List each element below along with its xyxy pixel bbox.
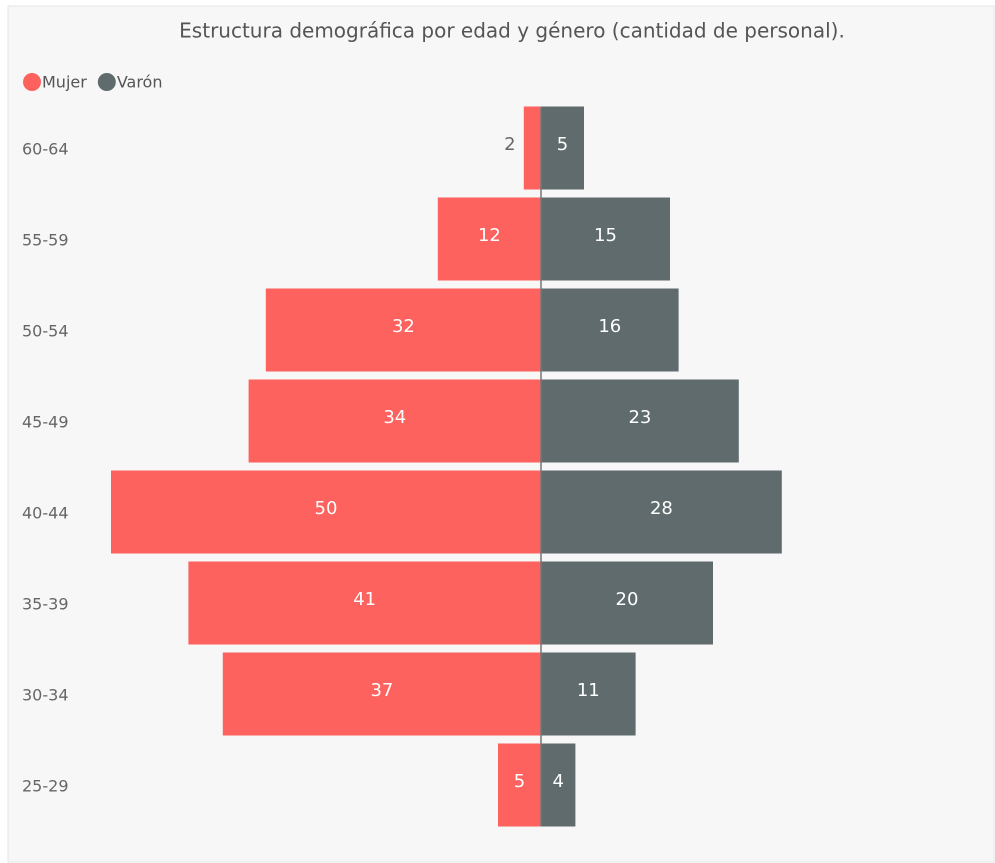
bar xyxy=(541,197,670,281)
data-label: 37 xyxy=(370,680,393,701)
bar xyxy=(222,652,542,736)
data-label: 4 xyxy=(552,771,563,792)
y-tick-label: 45-49 xyxy=(22,413,69,432)
data-label: 20 xyxy=(616,589,639,610)
data-label: 32 xyxy=(392,316,415,337)
legend-marker xyxy=(23,73,41,91)
data-label: 16 xyxy=(598,316,621,337)
bar xyxy=(541,470,782,554)
bar xyxy=(541,379,739,463)
bar xyxy=(111,470,541,554)
data-label: 11 xyxy=(577,680,600,701)
legend-marker xyxy=(97,73,116,91)
chart-title: Estructura demográfica por edad y género… xyxy=(179,19,845,43)
data-label: 28 xyxy=(650,498,673,519)
bar xyxy=(188,561,541,645)
bar xyxy=(248,379,541,463)
y-tick-label: 55-59 xyxy=(22,231,69,250)
y-tick-label: 40-44 xyxy=(22,504,69,523)
y-tick-label: 60-64 xyxy=(22,140,69,159)
data-label: 2 xyxy=(504,134,515,155)
bar xyxy=(541,288,679,372)
bar xyxy=(498,743,541,827)
bar xyxy=(541,106,584,190)
y-tick-label: 25-29 xyxy=(22,777,69,796)
data-label: 5 xyxy=(514,771,525,792)
data-label: 12 xyxy=(478,225,501,246)
bar xyxy=(523,106,541,190)
data-label: 5 xyxy=(557,134,568,155)
bar xyxy=(541,743,576,827)
data-label: 15 xyxy=(594,225,617,246)
y-tick-label: 35-39 xyxy=(22,595,69,614)
legend-label: Varón xyxy=(117,73,163,92)
y-tick-label: 50-54 xyxy=(22,322,69,341)
data-label: 50 xyxy=(315,498,338,519)
legend-label: Mujer xyxy=(42,73,87,92)
y-tick-label: 30-34 xyxy=(22,686,69,705)
bar xyxy=(541,652,636,736)
bar xyxy=(437,197,541,281)
data-label: 23 xyxy=(628,407,651,428)
data-label: 34 xyxy=(383,407,406,428)
bar xyxy=(265,288,541,372)
bar xyxy=(541,561,713,645)
data-label: 41 xyxy=(353,589,376,610)
